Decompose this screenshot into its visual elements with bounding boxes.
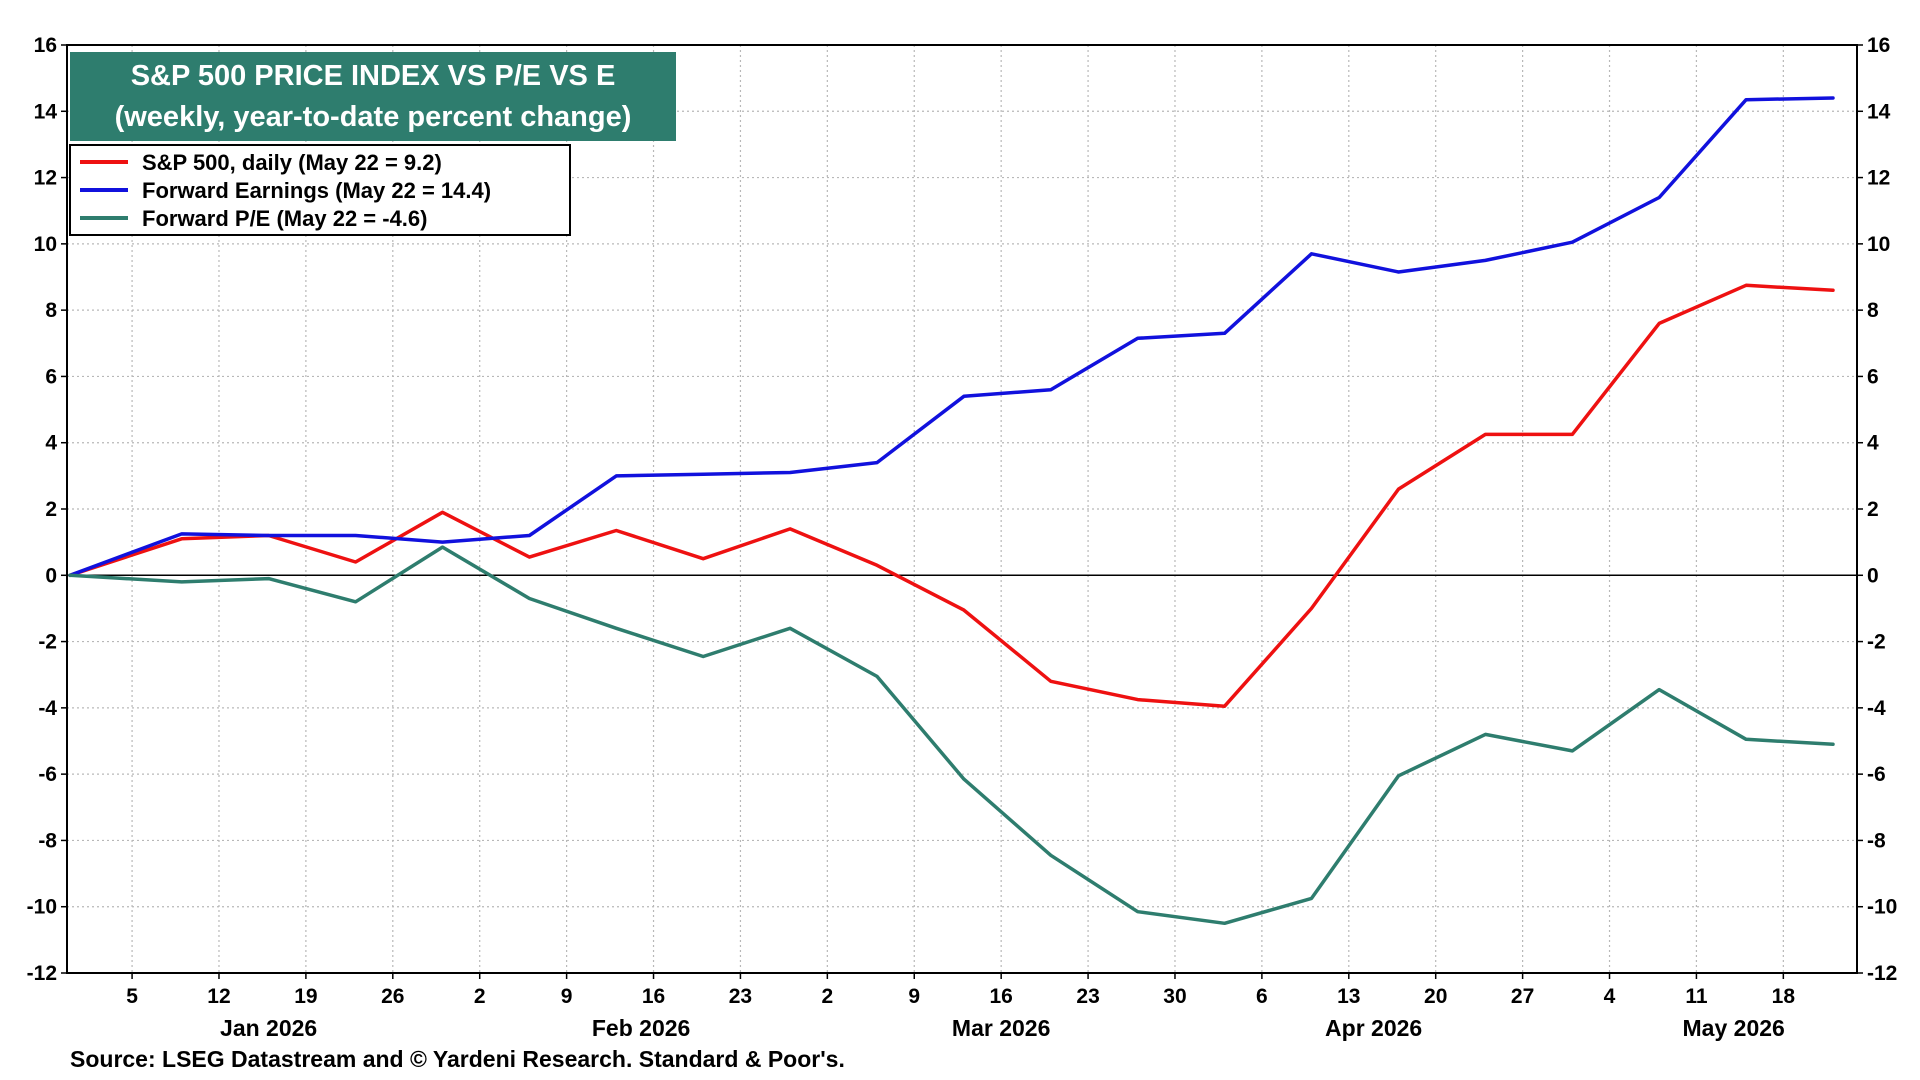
y-tick-label-right: -12 <box>1867 962 1897 985</box>
y-tick-label-left: -12 <box>27 962 57 985</box>
x-tick-label: 13 <box>1337 985 1360 1008</box>
x-tick-label: 26 <box>381 985 404 1008</box>
y-tick-label-right: 0 <box>1867 564 1879 587</box>
x-tick-label: 2 <box>822 985 834 1008</box>
x-tick-label: 19 <box>294 985 317 1008</box>
sp500-line <box>68 283 1835 708</box>
x-tick-label: 9 <box>908 985 920 1008</box>
y-axis-left: 16 14 12 10 8 6 4 2 0 -2 -4 -6 -8 -10 -12 <box>27 34 67 985</box>
y-tick-label-left: -8 <box>38 829 57 852</box>
y-tick-label-left: 2 <box>45 498 57 521</box>
x-month-label: Jan 2026 <box>220 1015 317 1041</box>
y-tick-label-right: -4 <box>1867 697 1886 720</box>
legend-label-sp500: S&P 500, daily (May 22 = 9.2) <box>142 150 442 175</box>
x-month-label: Feb 2026 <box>592 1015 690 1041</box>
x-tick-label: 16 <box>989 985 1012 1008</box>
y-tick-label-left: 14 <box>34 100 58 123</box>
legend-label-forward-pe: Forward P/E (May 22 = -4.6) <box>142 206 427 231</box>
chart-subtitle: (weekly, year-to-date percent change) <box>115 101 632 133</box>
plot-frame <box>66 44 1858 974</box>
y-tick-label-left: 4 <box>45 432 57 455</box>
legend: S&P 500, daily (May 22 = 9.2) Forward Ea… <box>69 144 571 236</box>
x-tick-label: 2 <box>474 985 486 1008</box>
title-background <box>70 52 676 141</box>
x-tick-label: 16 <box>642 985 665 1008</box>
x-axis: 5 12 19 26 2 9 16 23 2 9 16 23 30 6 13 20 27 4 11 18 <box>126 973 1795 1008</box>
x-tick-label: 6 <box>1256 985 1268 1008</box>
y-tick-label-right: 16 <box>1867 34 1890 57</box>
x-tick-label: 12 <box>207 985 230 1008</box>
chart-title: S&P 500 PRICE INDEX VS P/E VS E <box>131 60 616 92</box>
y-tick-label-left: 6 <box>45 365 57 388</box>
y-tick-label-right: 12 <box>1867 167 1890 190</box>
y-tick-label-left: -4 <box>38 697 57 720</box>
y-tick-label-left: -2 <box>38 631 57 654</box>
y-tick-label-right: -8 <box>1867 829 1886 852</box>
x-month-label: Mar 2026 <box>952 1015 1050 1041</box>
x-axis-months: Jan 2026 Feb 2026 Mar 2026 Apr 2026 May 2026 <box>220 1015 1785 1041</box>
x-tick-label: 4 <box>1604 985 1616 1008</box>
x-month-label: Apr 2026 <box>1325 1015 1422 1041</box>
y-tick-label-left: 0 <box>45 564 57 587</box>
x-tick-label: 23 <box>1076 985 1099 1008</box>
series-lines <box>68 96 1835 926</box>
y-tick-label-left: 12 <box>34 167 57 190</box>
forward-earnings-line <box>68 96 1835 578</box>
y-tick-label-left: 16 <box>34 34 57 57</box>
x-month-label: May 2026 <box>1683 1015 1785 1041</box>
x-tick-label: 23 <box>729 985 752 1008</box>
x-tick-label: 5 <box>126 985 138 1008</box>
y-tick-label-right: 2 <box>1867 498 1879 521</box>
y-tick-label-left: -10 <box>27 896 57 919</box>
y-tick-label-right: 10 <box>1867 233 1890 256</box>
x-tick-label: 30 <box>1163 985 1186 1008</box>
x-tick-label: 27 <box>1511 985 1534 1008</box>
y-tick-label-left: -6 <box>38 763 57 786</box>
source-note: Source: LSEG Datastream and © Yardeni Re… <box>70 1046 845 1072</box>
y-tick-label-right: -2 <box>1867 631 1886 654</box>
y-tick-label-right: 14 <box>1867 100 1891 123</box>
y-tick-label-right: -10 <box>1867 896 1897 919</box>
x-tick-label: 20 <box>1424 985 1447 1008</box>
x-tick-label: 9 <box>561 985 573 1008</box>
y-tick-label-left: 8 <box>45 299 57 322</box>
y-tick-label-right: 6 <box>1867 365 1879 388</box>
legend-box <box>69 144 571 236</box>
x-tick-label: 18 <box>1772 985 1796 1008</box>
y-tick-label-right: -6 <box>1867 763 1886 786</box>
y-tick-label-left: 10 <box>34 233 57 256</box>
chart-title-box: S&P 500 PRICE INDEX VS P/E VS E (weekly,… <box>70 52 676 141</box>
y-tick-label-right: 8 <box>1867 299 1879 322</box>
y-tick-label-right: 4 <box>1867 432 1879 455</box>
legend-label-forward-earnings: Forward Earnings (May 22 = 14.4) <box>142 178 491 203</box>
forward-pe-line <box>68 545 1835 926</box>
x-tick-label: 11 <box>1685 985 1708 1008</box>
y-axis-right: 16 14 12 10 8 6 4 2 0 -2 -4 -6 -8 -10 -12 <box>1857 34 1897 985</box>
